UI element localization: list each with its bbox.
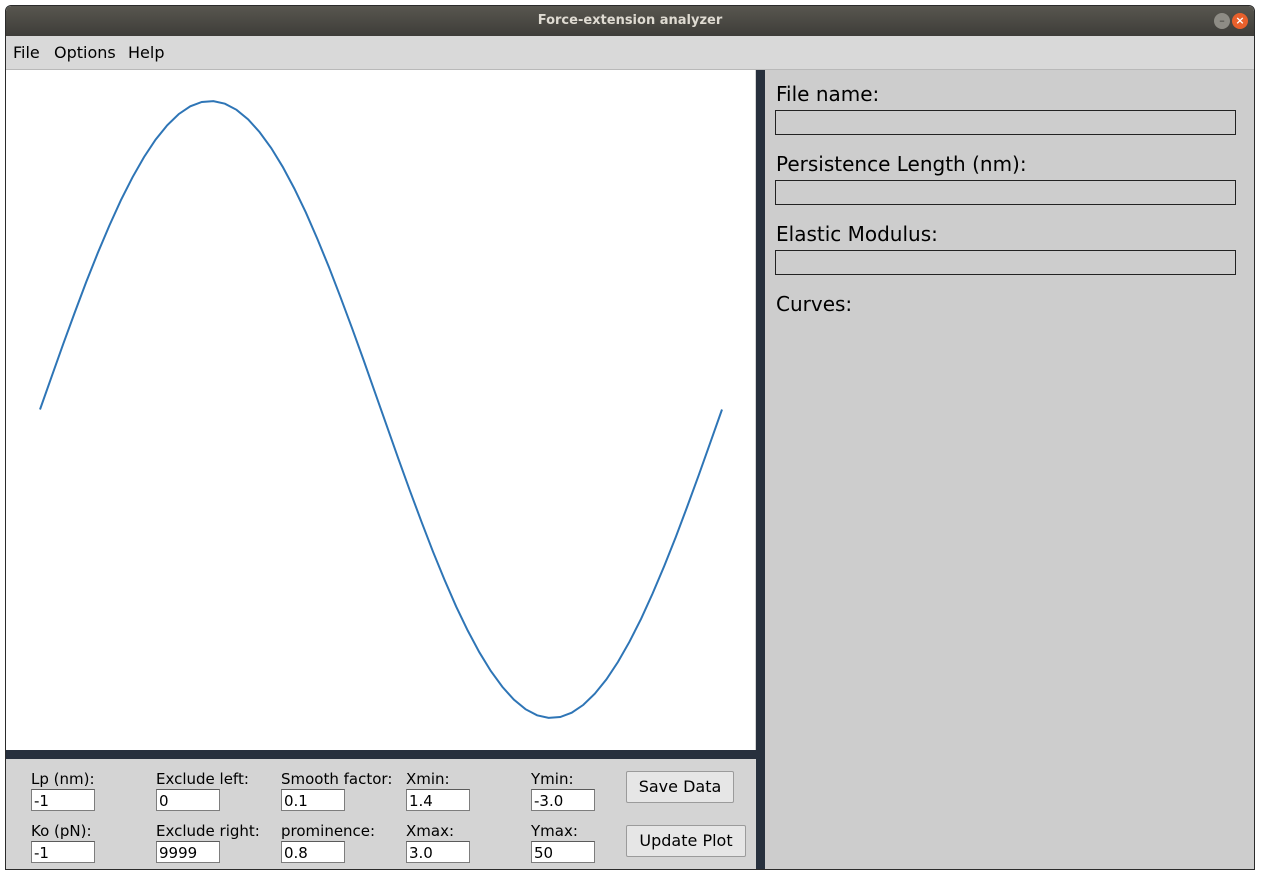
menu-options[interactable]: Options: [54, 43, 116, 62]
info-panel: File name: Persistence Length (nm): Elas…: [765, 70, 1254, 869]
title-bar: Force-extension analyzer – ×: [6, 6, 1254, 36]
menu-help[interactable]: Help: [128, 43, 165, 62]
curves-label: Curves:: [776, 292, 853, 316]
smooth-factor-input[interactable]: [281, 789, 345, 811]
window-title: Force-extension analyzer: [537, 13, 723, 28]
exclude-right-input[interactable]: [156, 841, 220, 863]
persistence-length-label: Persistence Length (nm):: [776, 152, 1027, 176]
exclude-left-input[interactable]: [156, 789, 220, 811]
update-plot-button[interactable]: Update Plot: [626, 825, 746, 857]
xmax-label: Xmax:: [406, 822, 455, 840]
minimize-button[interactable]: –: [1214, 13, 1230, 29]
xmin-label: Xmin:: [406, 770, 450, 788]
series-line: [39, 100, 723, 719]
plot-divider: [6, 750, 756, 759]
controls-panel: Lp (nm): Ko (pN): Exclude left: Exclude …: [6, 759, 756, 869]
xmin-input[interactable]: [406, 789, 470, 811]
ko-input[interactable]: [31, 841, 95, 863]
ko-label: Ko (pN):: [31, 822, 92, 840]
ymin-input[interactable]: [531, 789, 595, 811]
panel-divider[interactable]: [756, 70, 765, 869]
prominence-input[interactable]: [281, 841, 345, 863]
ymax-label: Ymax:: [531, 822, 578, 840]
xmax-input[interactable]: [406, 841, 470, 863]
file-name-label: File name:: [776, 82, 880, 106]
app-window: Force-extension analyzer – × File Option…: [5, 5, 1255, 870]
plot-canvas[interactable]: [6, 70, 755, 750]
exclude-right-label: Exclude right:: [156, 822, 260, 840]
ymin-label: Ymin:: [531, 770, 574, 788]
close-button[interactable]: ×: [1232, 13, 1248, 29]
plot-svg: [39, 100, 723, 719]
smooth-factor-label: Smooth factor:: [281, 770, 393, 788]
menu-bar: File Options Help: [6, 36, 1254, 70]
lp-input[interactable]: [31, 789, 95, 811]
elastic-modulus-field[interactable]: [775, 250, 1236, 275]
menu-file[interactable]: File: [13, 43, 40, 62]
lp-label: Lp (nm):: [31, 770, 95, 788]
save-data-button[interactable]: Save Data: [626, 771, 734, 803]
elastic-modulus-label: Elastic Modulus:: [776, 222, 938, 246]
prominence-label: prominence:: [281, 822, 376, 840]
exclude-left-label: Exclude left:: [156, 770, 249, 788]
file-name-field[interactable]: [775, 110, 1236, 135]
ymax-input[interactable]: [531, 841, 595, 863]
persistence-length-field[interactable]: [775, 180, 1236, 205]
